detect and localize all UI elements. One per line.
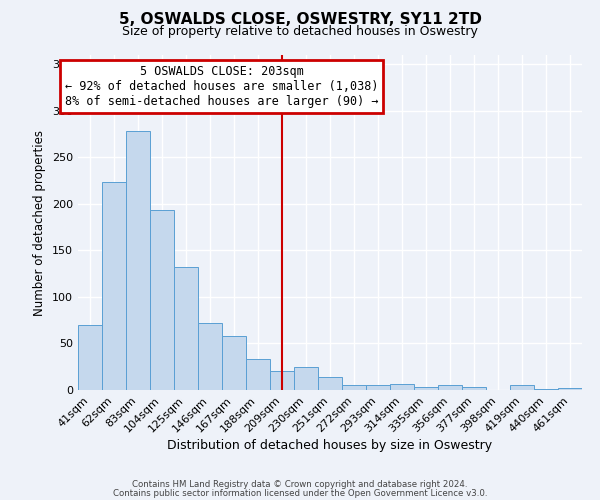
Bar xyxy=(246,360,270,390)
Bar xyxy=(150,210,174,390)
Bar xyxy=(390,384,414,390)
Bar xyxy=(270,372,294,390)
Text: 5 OSWALDS CLOSE: 203sqm
← 92% of detached houses are smaller (1,038)
8% of semi-: 5 OSWALDS CLOSE: 203sqm ← 92% of detache… xyxy=(65,65,379,108)
Bar xyxy=(222,336,246,390)
Bar xyxy=(174,267,198,390)
Bar xyxy=(438,386,462,390)
Bar xyxy=(126,132,150,390)
Bar xyxy=(102,182,126,390)
Text: Size of property relative to detached houses in Oswestry: Size of property relative to detached ho… xyxy=(122,25,478,38)
Text: Contains public sector information licensed under the Open Government Licence v3: Contains public sector information licen… xyxy=(113,488,487,498)
Text: 5, OSWALDS CLOSE, OSWESTRY, SY11 2TD: 5, OSWALDS CLOSE, OSWESTRY, SY11 2TD xyxy=(119,12,481,28)
Bar xyxy=(366,386,390,390)
Bar xyxy=(294,366,318,390)
Bar xyxy=(462,387,486,390)
Bar xyxy=(198,323,222,390)
Bar xyxy=(414,387,438,390)
Bar xyxy=(510,386,534,390)
X-axis label: Distribution of detached houses by size in Oswestry: Distribution of detached houses by size … xyxy=(167,440,493,452)
Bar xyxy=(78,325,102,390)
Y-axis label: Number of detached properties: Number of detached properties xyxy=(34,130,46,316)
Text: Contains HM Land Registry data © Crown copyright and database right 2024.: Contains HM Land Registry data © Crown c… xyxy=(132,480,468,489)
Bar xyxy=(558,388,582,390)
Bar xyxy=(318,377,342,390)
Bar xyxy=(534,389,558,390)
Bar xyxy=(342,386,366,390)
